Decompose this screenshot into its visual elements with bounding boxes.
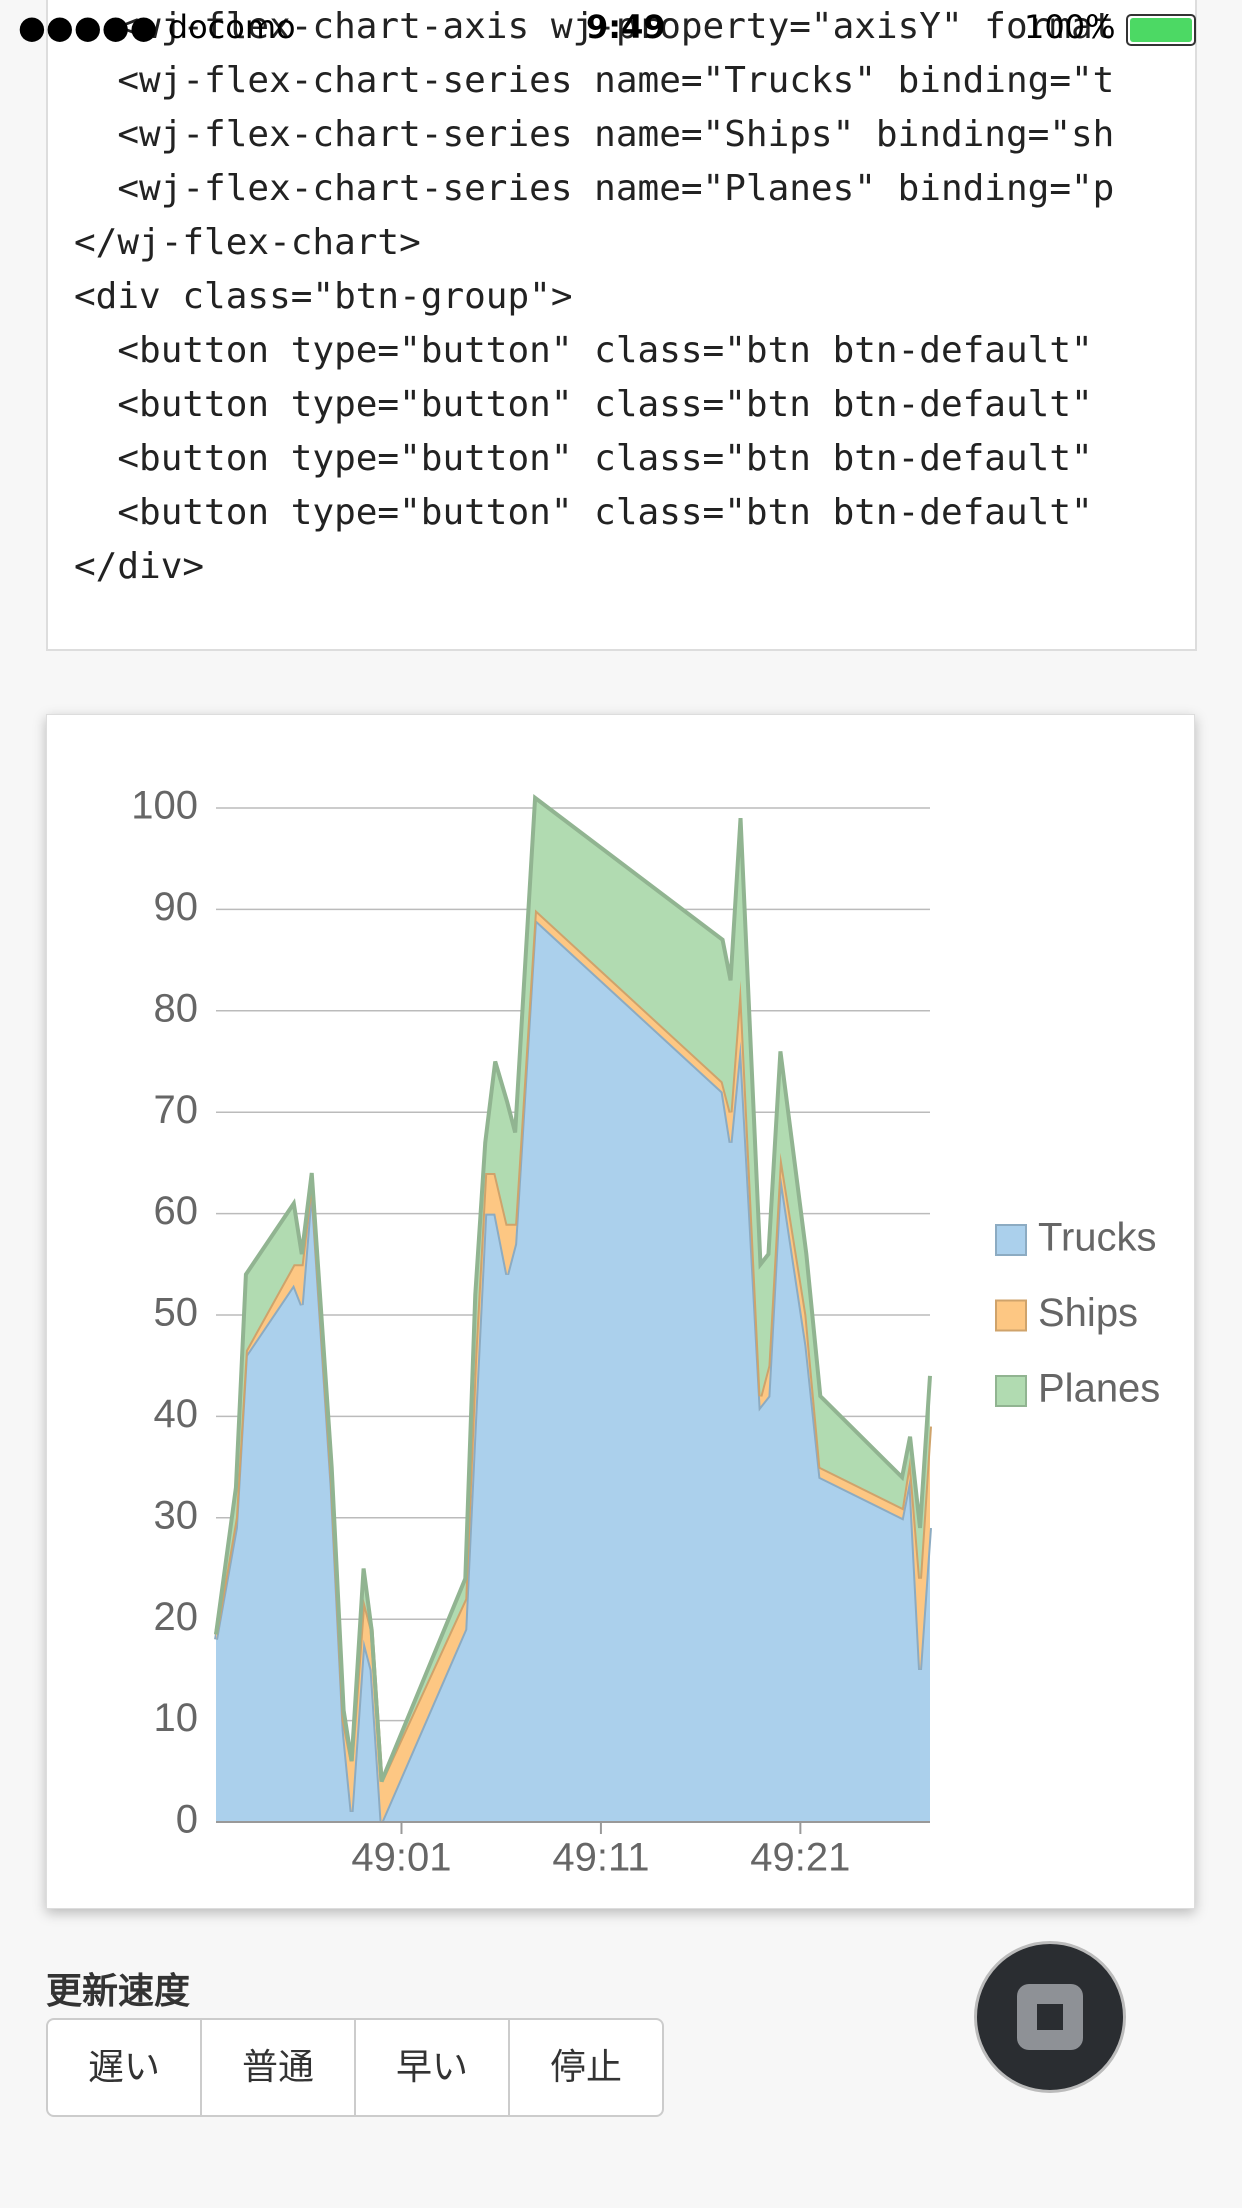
battery-icon [1126,14,1196,46]
legend-label: Ships [1038,1291,1138,1335]
chart: 0 10 20 30 40 50 60 70 80 90 100 49:01 49:11 49:21 Tru… [46,714,1195,1909]
button-group: 遅い 普通 早い 停止 [46,2018,664,2117]
x-tick-label: 49:11 [552,1836,649,1880]
speed-label: 更新速度 [46,1971,191,2012]
code-line: <wj-flex-chart-series name="Trucks" bind… [74,60,1115,101]
area-edge [214,794,932,1783]
x-tick-label: 49:21 [750,1836,850,1880]
code-line: <wj-flex-chart-axis wj-property="axisY" … [74,6,1115,47]
code-line: <div class="btn-group"> [74,276,573,317]
home-button[interactable] [974,1941,1126,2093]
code-line: </wj-flex-chart> [74,222,421,263]
code-line: <button type="button" class="btn btn-def… [74,384,1093,425]
code-line: <button type="button" class="btn btn-def… [74,492,1093,533]
y-tick-label: 30 [154,1493,199,1537]
y-tick-label: 90 [154,885,199,929]
legend-swatch [995,1224,1027,1256]
speed-button[interactable]: 普通 [202,2020,356,2115]
y-tick-label: 70 [154,1088,199,1132]
code-line: </div> [74,546,205,587]
code-line: <button type="button" class="btn btn-def… [74,330,1093,371]
battery-text: 100% [1024,8,1116,46]
code-line: <button type="button" class="btn btn-def… [74,438,1093,479]
y-tick-label: 80 [154,986,199,1030]
y-tick-label: 40 [154,1392,199,1436]
y-tick-label: 10 [154,1696,199,1740]
home-icon [1017,1984,1083,2050]
y-tick-label: 60 [154,1189,199,1233]
code-line: <wj-flex-chart-series name="Planes" bind… [74,168,1115,209]
y-tick-label: 0 [176,1798,198,1842]
speed-button[interactable]: 停止 [549,2047,622,2088]
x-tick-label: 49:01 [351,1836,451,1880]
y-tick-label: 100 [131,784,198,828]
legend-swatch [995,1375,1027,1407]
code-card: <wj-flex-chart-axis wj-property="axisY" … [46,0,1197,651]
speed-button[interactable]: 早い [356,2020,510,2115]
clock: 9:49 [586,8,666,46]
code-block: <wj-flex-chart-axis wj-property="axisY" … [48,0,1195,594]
y-tick-label: 50 [154,1291,199,1335]
legend-label: Planes [1038,1367,1160,1411]
legend-swatch [995,1299,1027,1332]
speed-button[interactable]: 遅い [48,2020,202,2115]
carrier: ●●●●● docomo [18,8,296,46]
y-tick-label: 20 [154,1595,199,1639]
area [216,919,930,1822]
code-line: <wj-flex-chart-series name="Ships" bindi… [74,114,1115,155]
legend-label: Trucks [1038,1216,1157,1260]
